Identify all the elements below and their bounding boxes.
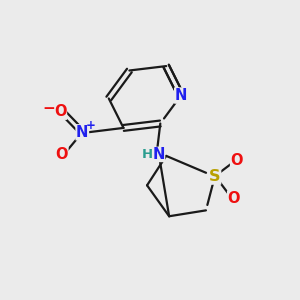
Text: O: O <box>231 153 243 168</box>
Text: N: N <box>175 88 187 103</box>
Text: S: S <box>209 169 220 184</box>
Text: O: O <box>228 191 240 206</box>
Text: N: N <box>153 147 165 162</box>
Text: O: O <box>54 104 66 119</box>
Text: N: N <box>76 125 88 140</box>
Text: −: − <box>43 101 56 116</box>
Text: O: O <box>56 147 68 162</box>
Text: +: + <box>85 119 95 132</box>
Text: H: H <box>142 148 153 161</box>
